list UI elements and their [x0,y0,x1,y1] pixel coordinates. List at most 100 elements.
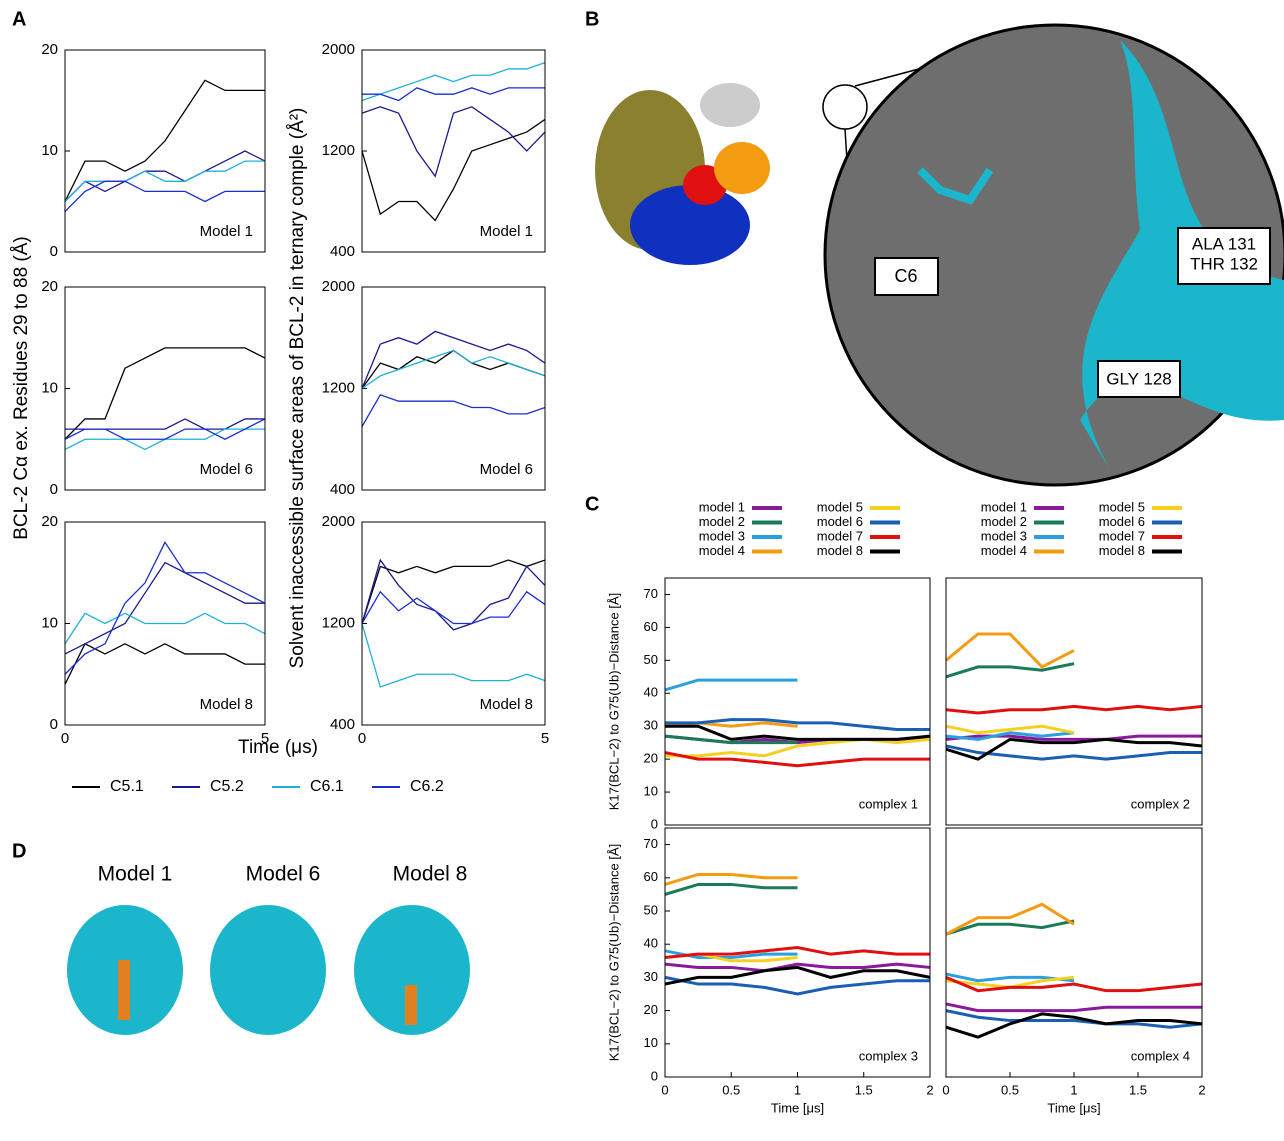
y-tick-label: 20 [644,751,658,766]
annotation: complex 3 [859,1048,918,1063]
y-tick-label: 0 [50,481,58,498]
panel-label: D [12,840,26,862]
series-line [362,87,545,102]
legend-label: model 8 [817,543,863,558]
y-tick-label: 40 [644,936,658,951]
series-line [945,1002,1202,1013]
series-line [945,919,1075,936]
series-line [64,642,265,685]
legend-label: model 5 [817,499,863,514]
annotation: Model 8 [480,696,533,713]
y-tick-label: 10 [644,1035,658,1050]
x-tick-label: 2 [926,1082,933,1097]
series-line [664,946,930,959]
y-tick-label: 10 [41,614,58,631]
y-tick-label: 70 [644,836,658,851]
y-tick-label: 60 [644,869,658,884]
series-line [945,704,1203,715]
y-tick-label: 400 [330,481,355,498]
series-line [64,561,265,655]
label-box [874,257,939,296]
y-tick-label: 20 [644,1002,658,1017]
x-tick-label: 0 [358,730,366,747]
x-tick-label: 0 [61,730,69,747]
plot-frame [361,49,546,253]
plot-frame [664,577,931,826]
y-tick-label: 400 [330,243,355,260]
y-tick-label: 10 [41,379,58,396]
plot-frame [664,827,931,1078]
model-label: Model 1 [98,863,173,886]
x-tick-label: 5 [261,730,269,747]
model-label: Model 6 [246,863,321,886]
y-tick-label: 20 [41,513,58,530]
series-line [361,106,546,178]
annotation: Model 8 [200,696,253,713]
series-line [64,418,266,440]
series-line [664,962,931,973]
y-tick-label: 1200 [322,379,355,396]
series-line [664,882,798,896]
series-line [665,737,931,758]
model-label: Model 8 [393,863,468,886]
plot-frame [361,286,546,491]
annotation: Model 6 [480,461,533,478]
plot-frame [64,49,266,253]
y-axis-label: K17(BCL−2) to G75(Ub)−Distance [Å] [606,844,621,1062]
series-line [361,558,546,631]
annotation: complex 2 [1131,796,1190,811]
y-tick-label: 10 [41,142,58,159]
legend-label: model 8 [1099,543,1145,558]
legend-label: model 6 [1099,514,1145,529]
series-line [361,590,546,625]
legend-label: model 2 [981,514,1027,529]
series-line [361,62,546,102]
y-tick-label: 60 [644,619,658,634]
y-tick-label: 10 [644,784,658,799]
x-tick-label: 5 [541,730,549,747]
series-line [664,872,798,886]
x-tick-label: 1 [1070,1082,1077,1097]
legend-label: C6.1 [310,778,344,795]
legend-label: model 4 [699,543,745,558]
series-line [64,612,266,645]
series-line [664,965,931,986]
y-axis-label: K17(BCL−2) to G75(Ub)−Distance [Å] [606,593,621,811]
y-axis-label: Solvent inaccessible surface areas of BC… [287,108,308,669]
annotation: complex 4 [1131,1048,1190,1063]
y-tick-label: 400 [330,716,355,733]
legend-label: C5.1 [110,778,144,795]
y-tick-label: 2000 [322,513,355,530]
series-line [361,559,546,624]
series-line [361,349,546,390]
y-tick-label: 70 [644,586,658,601]
series-line [64,347,266,440]
series-line [64,180,265,213]
y-tick-label: 0 [651,1068,658,1083]
legend-label: model 1 [981,499,1027,514]
panel-label: C [585,493,599,515]
series-line [361,623,546,688]
legend-label: model 6 [817,514,863,529]
y-tick-label: 1200 [322,614,355,631]
series-line [664,751,930,768]
series-line [361,330,546,389]
label-box [1097,360,1181,398]
series-line [64,79,265,202]
y-tick-label: 2000 [322,41,355,58]
residue-label: C6 [894,266,917,286]
legend-label: model 3 [699,528,745,543]
plot-frame [945,577,1203,826]
series-line [665,718,930,731]
series-line [664,734,798,745]
x-tick-label: 0 [661,1082,668,1097]
series-line [945,632,1075,669]
plot-frame [64,286,266,491]
residue-label: ALA 131 [1192,234,1256,253]
legend-label: model 2 [699,514,745,529]
x-tick-label: 1 [794,1082,801,1097]
y-tick-label: 30 [644,969,658,984]
x-tick-label: 2 [1198,1082,1205,1097]
series-line [64,540,266,675]
panel-label: B [585,8,599,30]
